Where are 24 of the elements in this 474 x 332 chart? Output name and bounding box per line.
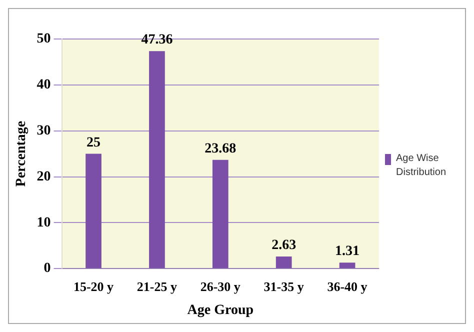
y-tick-label: 30 — [36, 123, 51, 138]
y-tick-label: 20 — [36, 169, 51, 184]
x-tick-label: 31-35 y — [264, 278, 304, 294]
x-tick-label: 26-30 y — [200, 278, 241, 294]
x-tick-label: 15-20 y — [73, 278, 114, 294]
x-tick-label: 36-40 y — [327, 278, 368, 294]
data-label: 25 — [86, 135, 101, 150]
y-tick-label: 0 — [44, 261, 51, 276]
data-label: 23.68 — [204, 141, 236, 156]
data-label: 2.63 — [272, 238, 296, 254]
legend-label: Age Wise Distribution — [396, 152, 448, 180]
data-label: 1.31 — [335, 244, 360, 260]
bar — [86, 154, 102, 268]
data-label: 47.36 — [141, 32, 173, 48]
y-tick-label: 10 — [36, 215, 51, 230]
bar — [212, 160, 228, 268]
y-tick-label: 40 — [36, 78, 51, 93]
bar — [276, 256, 292, 268]
x-tick-label: 21-25 y — [136, 278, 178, 294]
y-tick-label: 50 — [36, 32, 51, 47]
x-axis-title: Age Group — [187, 303, 254, 318]
bar — [339, 262, 356, 268]
y-axis-title: Percentage — [14, 120, 30, 187]
bar — [149, 51, 165, 268]
